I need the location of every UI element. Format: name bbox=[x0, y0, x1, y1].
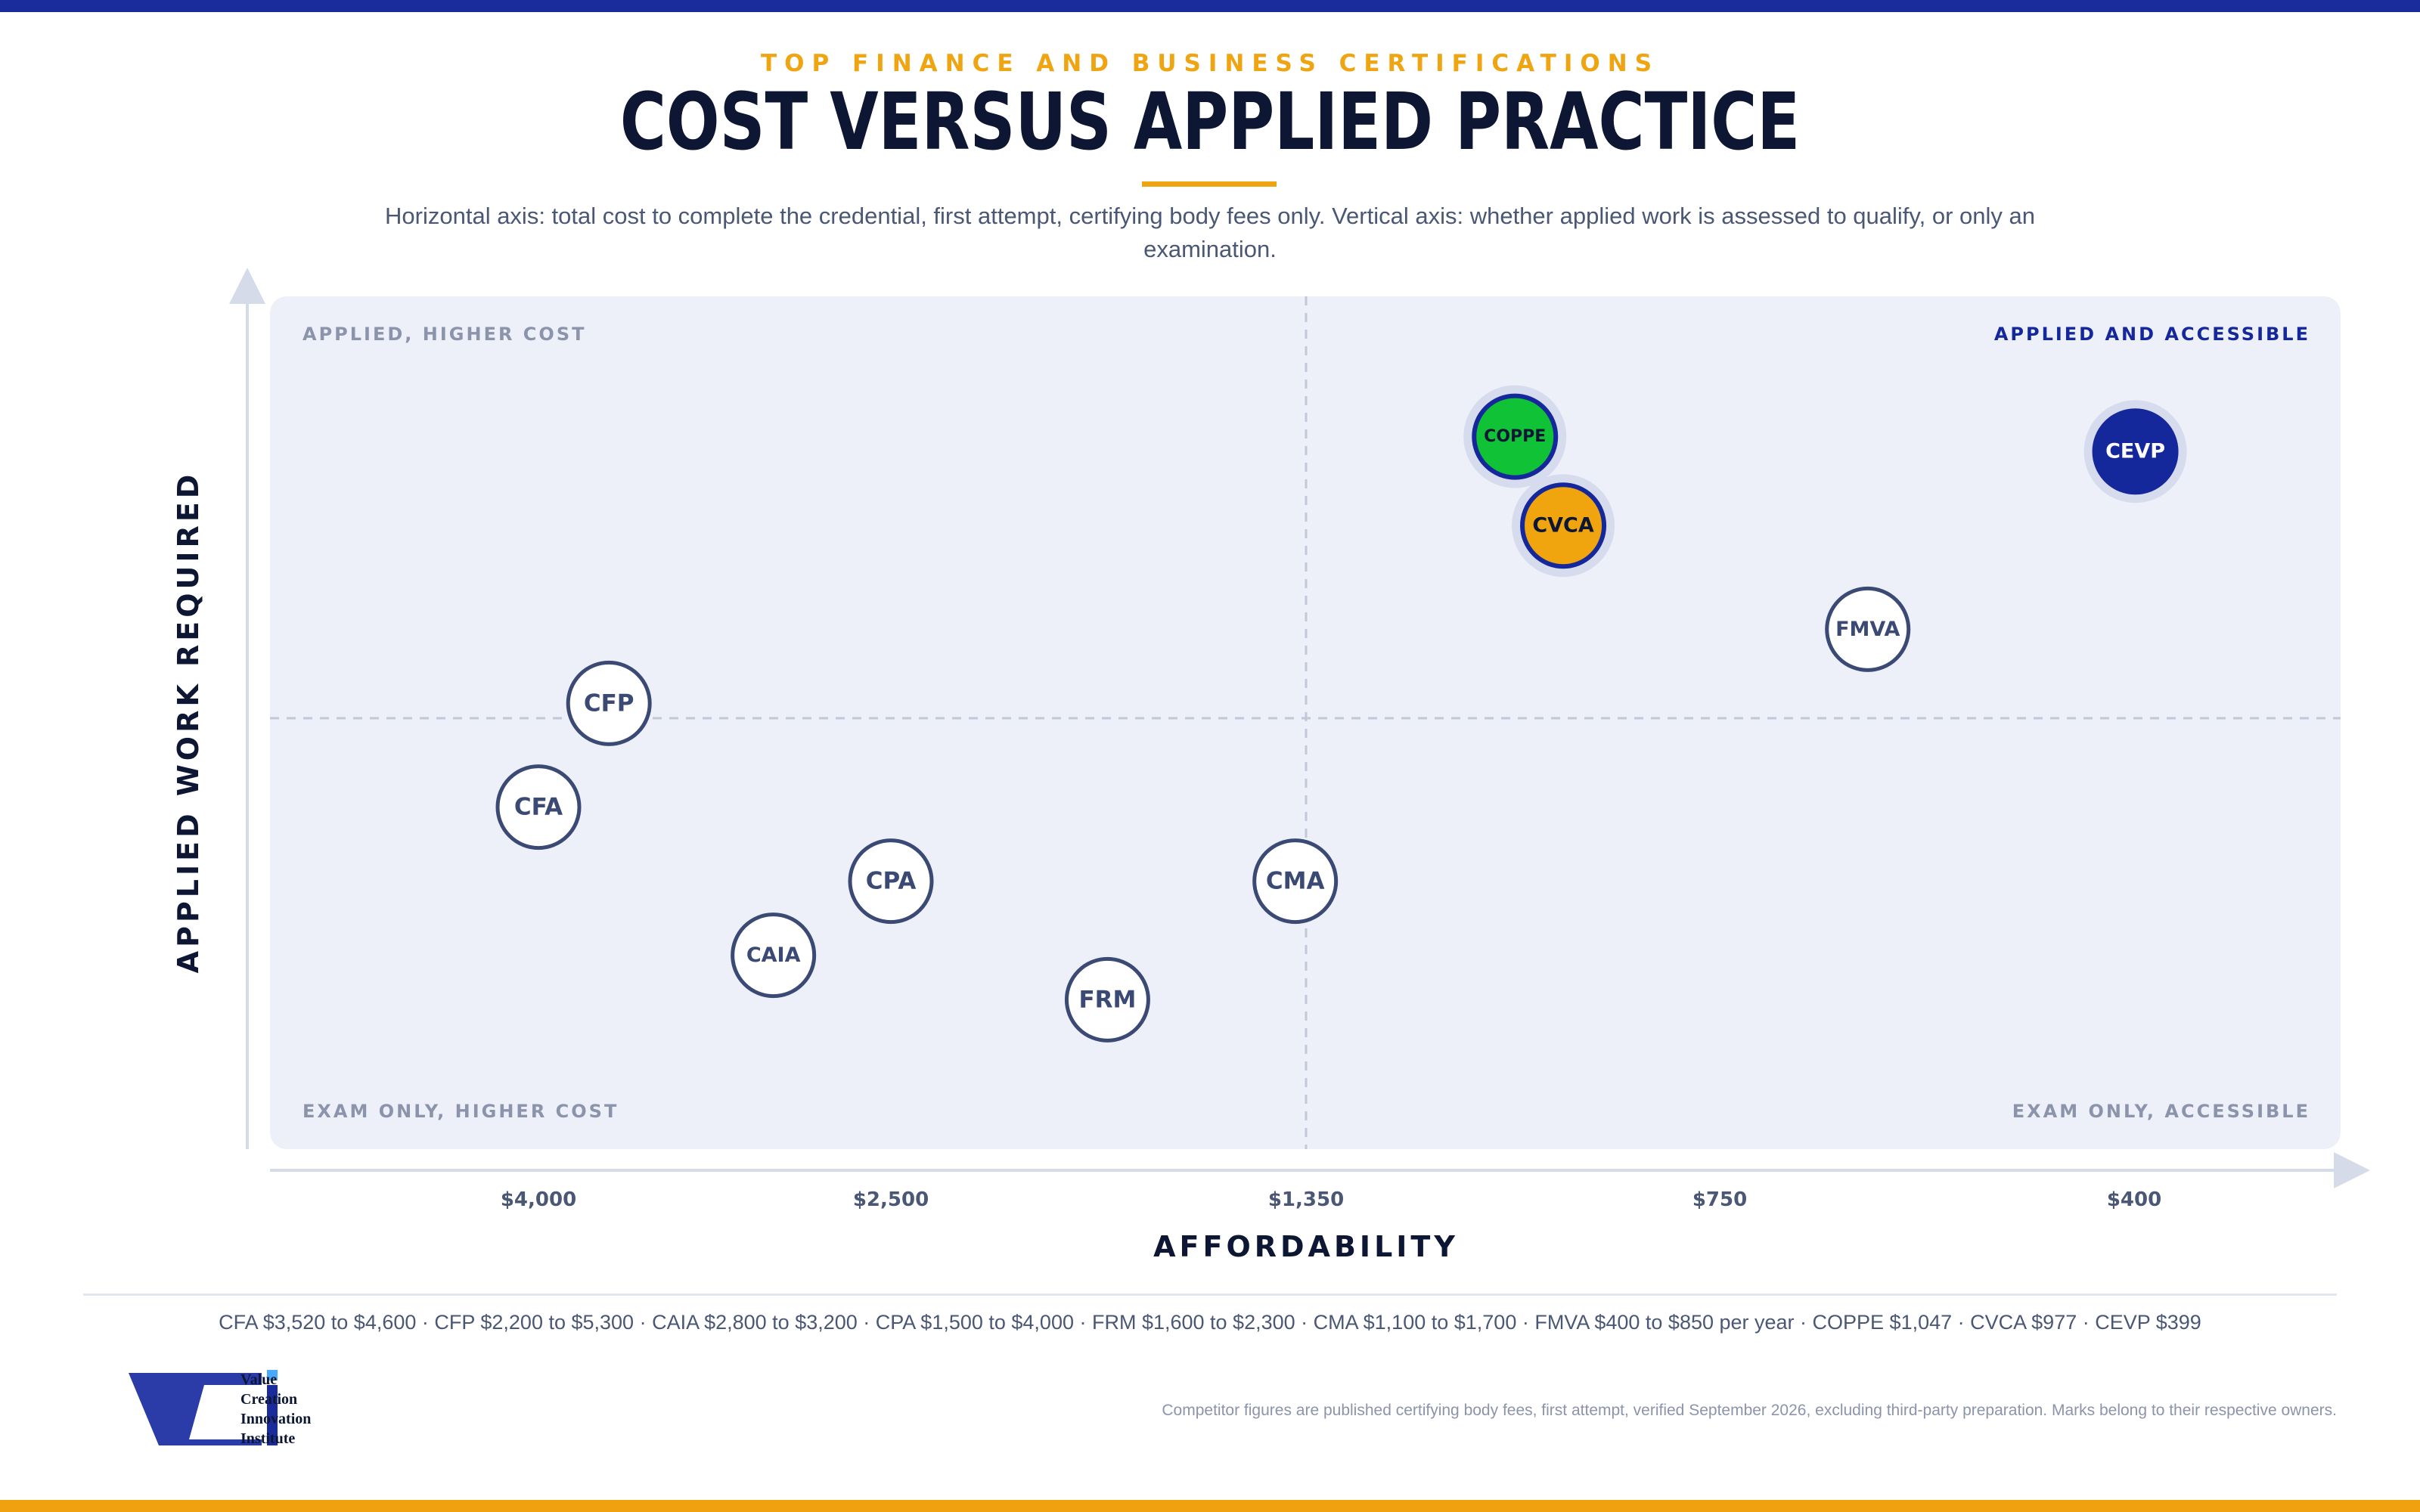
footer-divider bbox=[83, 1294, 2337, 1296]
point-marker bbox=[1472, 393, 1559, 480]
data-point-cevp: CEVP bbox=[2083, 400, 2187, 503]
institute-logo-icon bbox=[129, 1370, 278, 1445]
point-marker bbox=[1825, 586, 1911, 672]
point-marker bbox=[1064, 956, 1150, 1043]
top-accent-bar bbox=[0, 0, 2420, 12]
x-tick-label: $4,000 bbox=[501, 1188, 576, 1211]
eyebrow-heading: TOP FINANCE AND BUSINESS CERTIFICATIONS bbox=[760, 50, 1660, 77]
point-label: CMA bbox=[1266, 868, 1325, 895]
point-label: CPA bbox=[866, 868, 917, 895]
institute-logo-text: Value Creation Innovation Institute bbox=[240, 1371, 312, 1447]
quadrant-label-top-left: APPLIED, HIGHER COST bbox=[302, 324, 586, 345]
data-point-coppe: COPPE bbox=[1463, 385, 1567, 488]
data-point-fmva: FMVA bbox=[1825, 586, 1911, 672]
page-title: COST VERSUS APPLIED PRACTICE bbox=[619, 76, 1801, 168]
data-point-cma: CMA bbox=[1252, 838, 1339, 925]
point-label: CVCA bbox=[1532, 514, 1594, 538]
x-tick-label: $400 bbox=[2107, 1188, 2161, 1211]
title-underline bbox=[1142, 181, 1277, 187]
point-marker bbox=[566, 660, 652, 746]
point-label: CEVP bbox=[2105, 440, 2165, 463]
data-point-cvca: CVCA bbox=[1512, 474, 1615, 578]
x-tick-label: $2,500 bbox=[853, 1188, 929, 1211]
x-tick-labels: $4,000 $2,500 $1,350 $750 $400 bbox=[501, 1188, 2161, 1211]
bottom-accent-bar bbox=[0, 1500, 2420, 1512]
scatter-chart: APPLIED, HIGHER COST APPLIED AND ACCESSI… bbox=[172, 268, 2370, 1263]
x-axis-title: AFFORDABILITY bbox=[1153, 1230, 1459, 1263]
point-marker bbox=[1520, 482, 1607, 569]
data-point-cpa: CPA bbox=[848, 838, 934, 925]
x-tick-label: $750 bbox=[1692, 1188, 1747, 1211]
x-tick-label: $1,350 bbox=[1268, 1188, 1344, 1211]
data-point-caia: CAIA bbox=[731, 912, 817, 999]
point-marker bbox=[2092, 408, 2179, 495]
point-label: COPPE bbox=[1484, 427, 1546, 446]
point-marker bbox=[1252, 838, 1339, 925]
point-label: CFP bbox=[584, 689, 634, 717]
point-label: CFA bbox=[514, 794, 563, 821]
cost-ranges-footnote: CFA $3,520 to $4,600 · CFP $2,200 to $5,… bbox=[219, 1311, 2201, 1334]
quadrant-label-bottom-left: EXAM ONLY, HIGHER COST bbox=[302, 1101, 619, 1122]
point-marker bbox=[731, 912, 817, 999]
y-axis-title: APPLIED WORK REQUIRED bbox=[172, 471, 205, 974]
data-point-frm: FRM bbox=[1064, 956, 1150, 1043]
quadrant-label-bottom-right: EXAM ONLY, ACCESSIBLE bbox=[2012, 1101, 2310, 1122]
data-points: CFA CFP CAIA CPA FRM CMA COPPE CVCA FMVA CEVP bbox=[495, 385, 2187, 1043]
quadrant-label-top-right: APPLIED AND ACCESSIBLE bbox=[1994, 324, 2310, 345]
point-marker bbox=[848, 838, 934, 925]
point-marker bbox=[495, 764, 582, 850]
point-label: FMVA bbox=[1835, 618, 1900, 641]
disclaimer-note: Competitor figures are published certify… bbox=[1162, 1402, 2337, 1419]
chart-subtitle: Horizontal axis: total cost to complete … bbox=[385, 203, 2035, 262]
point-label: CAIA bbox=[746, 943, 801, 967]
data-point-cfp: CFP bbox=[566, 660, 652, 746]
point-label: FRM bbox=[1078, 986, 1136, 1013]
data-point-cfa: CFA bbox=[495, 764, 582, 850]
